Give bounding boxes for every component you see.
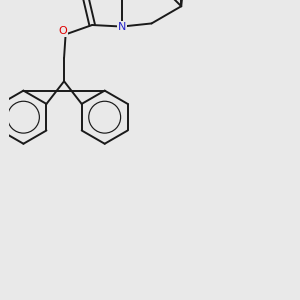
Text: N: N xyxy=(118,22,126,32)
Text: O: O xyxy=(58,26,67,36)
